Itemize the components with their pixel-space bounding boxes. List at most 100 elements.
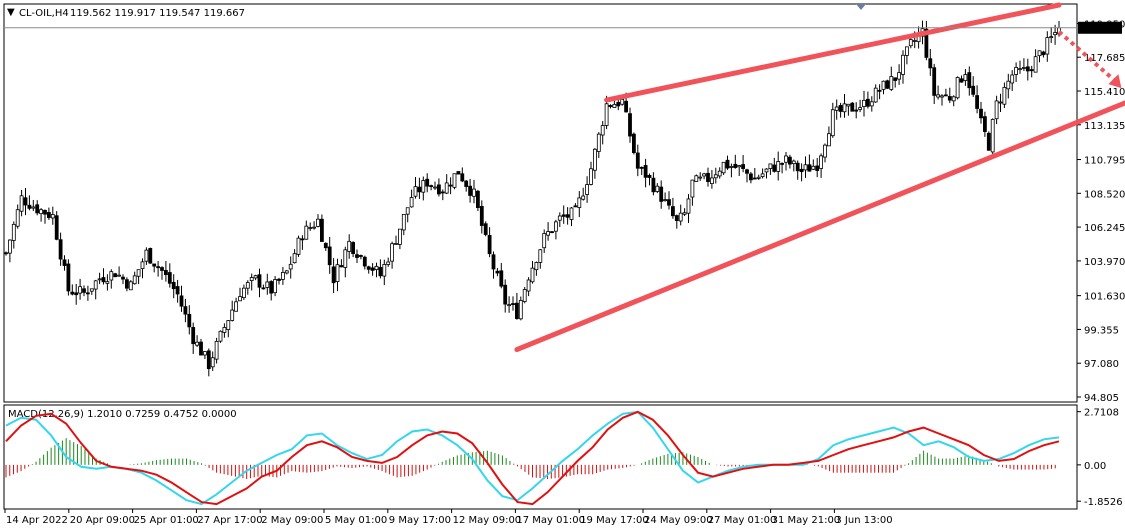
candle-body xyxy=(932,67,937,96)
y-tick-label: 94.805 xyxy=(1084,393,1119,404)
candle-body xyxy=(889,76,894,90)
candle-body xyxy=(647,174,652,178)
x-tick-label: 5 May 01:00 xyxy=(325,515,387,526)
candle-body xyxy=(261,287,266,290)
trendlines[interactable] xyxy=(514,2,1125,353)
candle-body xyxy=(955,76,960,99)
candle-body xyxy=(331,266,336,284)
candle-body xyxy=(304,225,309,240)
candle-body xyxy=(908,39,913,47)
candle-body xyxy=(487,235,492,255)
candle-body xyxy=(694,175,699,182)
candle-body xyxy=(819,155,823,169)
candle-body xyxy=(265,281,270,288)
candle-body xyxy=(1025,66,1030,72)
candle-body xyxy=(815,165,820,171)
candle-body xyxy=(608,105,613,107)
candle-body xyxy=(1053,32,1057,36)
candle-body xyxy=(733,163,738,168)
trade-marker-icon[interactable] xyxy=(856,4,866,10)
candle-body xyxy=(452,173,457,188)
candle-body xyxy=(717,170,722,177)
lower-trendline[interactable] xyxy=(514,82,1125,353)
candle-body xyxy=(327,246,332,266)
candle-body xyxy=(1018,68,1022,71)
candle-body xyxy=(7,239,12,254)
candle-body xyxy=(460,173,465,182)
candle-body xyxy=(698,176,703,179)
candle-body xyxy=(300,238,305,241)
candle-body xyxy=(905,46,909,56)
candle-body xyxy=(171,281,176,290)
candle-body xyxy=(191,327,196,345)
candle-body xyxy=(593,148,597,171)
candle-body xyxy=(518,300,523,320)
price-pane[interactable] xyxy=(3,3,1078,403)
candle-body xyxy=(74,292,79,296)
candle-body xyxy=(464,180,469,187)
candle-body xyxy=(409,197,414,208)
x-tick-label: 14 Apr 2022 xyxy=(6,515,68,526)
candle-body xyxy=(1006,80,1011,90)
candle-body xyxy=(121,276,125,280)
candle-body xyxy=(635,152,640,169)
candle-body xyxy=(312,226,317,229)
candle-body xyxy=(643,165,648,178)
candle-body xyxy=(269,281,274,294)
macd-pane[interactable] xyxy=(3,404,1078,510)
candle-body xyxy=(109,271,114,281)
candle-body xyxy=(928,58,933,69)
candle-body xyxy=(128,281,133,291)
candle-body xyxy=(569,207,574,220)
candle-body xyxy=(362,256,367,267)
candle-body xyxy=(534,262,539,271)
candle-body xyxy=(433,186,437,189)
candle-body xyxy=(257,274,262,288)
candle-body xyxy=(628,113,632,137)
candle-body xyxy=(417,186,422,193)
candle-body xyxy=(507,304,512,307)
y-tick-label: 99.355 xyxy=(1084,325,1119,336)
y-tick-label: 113.135 xyxy=(1084,121,1125,132)
x-tick-label: 12 May 09:00 xyxy=(453,515,522,526)
candle-body xyxy=(245,282,250,289)
candle-body xyxy=(659,186,664,202)
candle-body xyxy=(421,180,426,193)
candle-body xyxy=(206,350,211,370)
candle-body xyxy=(780,163,784,165)
macd-header: MACD(12,26,9) 1.2010 0.7259 0.4752 0.000… xyxy=(8,409,237,420)
candle-body xyxy=(850,102,855,112)
candle-body xyxy=(316,218,320,227)
candle-body xyxy=(823,144,827,158)
chart-menu-icon[interactable]: ▼ xyxy=(7,7,15,18)
candle-body xyxy=(752,177,757,180)
candle-body xyxy=(616,101,621,107)
candle-body xyxy=(729,166,734,168)
y-tick-label: 110.795 xyxy=(1084,156,1125,167)
candle-body xyxy=(577,197,582,208)
y-tick-label: 115.410 xyxy=(1084,87,1125,98)
candle-body xyxy=(975,95,979,109)
candle-body xyxy=(530,267,535,283)
candle-body xyxy=(167,272,172,284)
candle-body xyxy=(70,291,75,295)
candle-body xyxy=(39,209,43,215)
candle-body xyxy=(674,215,679,221)
macd-tick-label: 2.7108 xyxy=(1084,408,1119,419)
current-price-box xyxy=(1078,21,1122,34)
candle-body xyxy=(202,351,207,356)
upper-trendline[interactable] xyxy=(604,2,1062,103)
candle-body xyxy=(401,213,406,231)
candle-body xyxy=(199,341,203,356)
candle-body xyxy=(54,215,59,240)
candle-body xyxy=(596,133,601,152)
candle-body xyxy=(690,179,695,198)
candle-body xyxy=(924,28,929,58)
candle-body xyxy=(230,309,235,321)
candle-body xyxy=(542,233,547,249)
macd-tick-label: 0.00 xyxy=(1084,461,1106,472)
candle-body xyxy=(854,109,859,112)
x-tick-label: 9 May 17:00 xyxy=(389,515,451,526)
candle-body xyxy=(838,105,843,112)
